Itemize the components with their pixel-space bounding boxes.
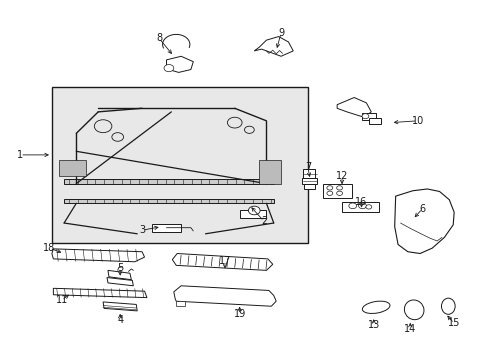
Polygon shape [302,178,316,184]
Polygon shape [103,302,137,311]
Text: 9: 9 [278,28,284,38]
Circle shape [348,203,356,209]
Circle shape [326,191,332,195]
Text: 4: 4 [117,315,123,325]
Polygon shape [53,288,147,298]
Circle shape [336,191,342,195]
Polygon shape [152,224,181,232]
Bar [52,87,307,243]
Text: 5: 5 [117,263,123,273]
Polygon shape [64,179,273,184]
Polygon shape [254,37,293,56]
Circle shape [358,203,366,209]
Text: 8: 8 [156,33,162,43]
Text: 16: 16 [355,197,367,207]
Circle shape [94,120,112,133]
Polygon shape [304,184,314,189]
Polygon shape [303,169,315,178]
Text: 18: 18 [43,243,56,253]
Ellipse shape [441,298,454,314]
Polygon shape [368,118,380,125]
Text: 19: 19 [233,310,245,319]
Polygon shape [52,249,144,262]
Polygon shape [341,202,378,212]
Polygon shape [259,160,281,184]
Text: 12: 12 [335,171,347,181]
Circle shape [365,205,371,209]
Circle shape [227,117,242,128]
Circle shape [326,186,332,190]
Ellipse shape [362,301,389,314]
Circle shape [163,64,173,72]
Polygon shape [322,184,351,198]
Polygon shape [173,286,276,306]
Text: 3: 3 [139,225,145,235]
Text: 17: 17 [218,256,231,266]
Polygon shape [176,301,184,306]
Circle shape [248,206,260,215]
Text: 2: 2 [260,216,266,226]
Circle shape [336,186,342,190]
Text: 7: 7 [304,162,310,172]
Polygon shape [108,270,131,280]
Polygon shape [166,56,193,72]
Polygon shape [239,211,266,218]
Text: 13: 13 [367,320,379,330]
Polygon shape [336,98,370,117]
Circle shape [112,133,123,141]
Polygon shape [361,113,375,120]
Circle shape [361,114,368,119]
Polygon shape [172,253,272,270]
Text: 11: 11 [56,295,68,305]
Ellipse shape [404,300,423,320]
Polygon shape [394,189,453,253]
Polygon shape [59,160,86,176]
Text: 6: 6 [419,204,425,214]
Polygon shape [107,278,133,286]
Text: 10: 10 [410,116,423,126]
Circle shape [244,126,254,134]
Text: 1: 1 [17,150,23,160]
Text: 14: 14 [404,324,416,334]
Text: 15: 15 [447,319,459,328]
Polygon shape [64,199,273,203]
